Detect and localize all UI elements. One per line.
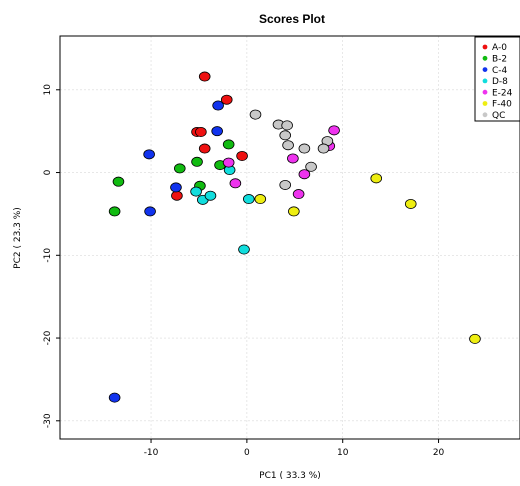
legend-label: E-24 (492, 88, 513, 98)
data-point (370, 173, 383, 184)
x-tick-label: -10 (144, 448, 159, 458)
data-point (238, 244, 250, 255)
legend-label: F-40 (492, 100, 512, 110)
data-point (173, 163, 186, 174)
data-point (204, 190, 217, 201)
y-tick-label: -10 (43, 248, 53, 263)
data-point (191, 156, 203, 167)
data-point (305, 161, 317, 172)
data-point (298, 143, 311, 154)
data-point (170, 182, 182, 193)
legend-marker (482, 101, 488, 106)
data-point (220, 94, 233, 105)
data-point (317, 143, 330, 154)
legend-label: D-8 (492, 77, 508, 87)
legend-label: A-0 (492, 43, 507, 53)
data-point (171, 190, 183, 201)
series-d-8 (190, 165, 255, 255)
x-tick-label: 20 (433, 448, 445, 458)
data-point (236, 150, 248, 161)
data-point (279, 130, 292, 141)
legend-label: B-2 (492, 55, 507, 65)
y-tick-label: -30 (43, 413, 53, 428)
data-point (112, 176, 125, 187)
data-point (281, 120, 293, 131)
legend-marker (482, 89, 488, 95)
grid-lines (60, 36, 520, 439)
data-point (108, 206, 121, 217)
data-point (404, 198, 417, 209)
legend-marker (482, 112, 488, 118)
data-point (222, 139, 235, 150)
series-b-2 (108, 139, 235, 217)
data-point (198, 71, 211, 82)
data-point (288, 206, 300, 217)
data-points (108, 71, 481, 403)
data-point (249, 109, 262, 120)
series-f-40 (254, 173, 481, 344)
data-point (328, 125, 340, 136)
data-point (144, 206, 156, 217)
data-point (298, 169, 311, 180)
legend-label: QC (492, 111, 505, 121)
y-axis-label: PC2 ( 23.3 %) (13, 207, 23, 269)
data-point (190, 186, 202, 197)
data-point (211, 126, 223, 137)
data-point (292, 189, 305, 200)
legend-marker (482, 67, 488, 72)
legend-label: C-4 (492, 66, 508, 76)
legend-marker (482, 55, 488, 61)
data-point (143, 149, 155, 160)
x-axis-label: PC1 ( 33.3 %) (259, 471, 321, 481)
series-c-4 (108, 100, 224, 403)
legend-marker (482, 44, 488, 50)
data-point (469, 333, 481, 344)
legend-marker (482, 78, 488, 84)
x-tick-label: 0 (244, 448, 250, 458)
data-point (242, 194, 255, 205)
data-point (254, 194, 267, 205)
data-point (229, 178, 242, 189)
data-point (287, 153, 299, 164)
data-point (279, 179, 292, 190)
data-point (198, 143, 211, 154)
y-tick-label: 10 (43, 84, 53, 96)
x-tick-label: 10 (337, 448, 349, 458)
data-point (212, 100, 224, 111)
data-point (282, 140, 294, 151)
chart-title: Scores Plot (259, 12, 325, 26)
legend-box (474, 36, 520, 122)
series-qc (249, 109, 334, 190)
data-point (195, 126, 207, 137)
series-a-0 (171, 71, 248, 201)
y-tick-label: -20 (43, 330, 53, 345)
y-tick-label: 0 (43, 169, 53, 175)
plot-frame (59, 35, 520, 440)
data-point (222, 157, 235, 168)
axis-ticks: -10 0 10 20 -30 -20 -10 0 10 (43, 84, 445, 458)
data-point (108, 392, 121, 403)
